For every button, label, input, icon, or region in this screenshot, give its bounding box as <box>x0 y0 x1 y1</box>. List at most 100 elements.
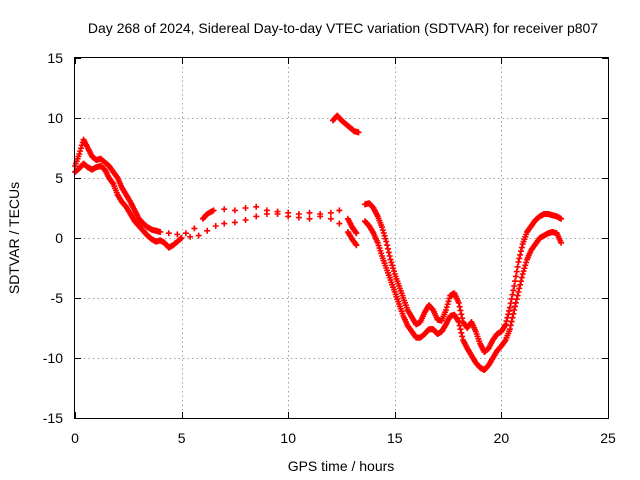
data-point <box>445 298 452 305</box>
data-point <box>385 249 392 256</box>
data-point <box>390 268 397 275</box>
data-point <box>157 229 164 235</box>
data-point <box>77 148 84 155</box>
data-point <box>77 145 84 152</box>
data-point <box>231 219 238 226</box>
series-0 <box>72 136 565 355</box>
data-point <box>380 229 387 236</box>
x-tick-label: 10 <box>280 430 296 446</box>
data-point <box>515 289 522 295</box>
data-point <box>512 299 519 306</box>
data-point <box>505 311 512 318</box>
data-point <box>518 248 525 255</box>
data-point <box>502 321 509 328</box>
y-tick-label: -15 <box>43 410 63 426</box>
data-point <box>518 274 525 281</box>
data-point <box>191 225 198 232</box>
data-point <box>353 242 360 249</box>
data-point <box>306 209 313 216</box>
data-point <box>518 244 525 251</box>
data-point <box>506 326 513 333</box>
data-point <box>336 207 343 214</box>
data-point <box>174 231 181 238</box>
data-point <box>519 271 526 277</box>
data-point <box>509 291 516 298</box>
data-point <box>386 253 393 259</box>
series-1 <box>72 160 565 373</box>
data-point <box>456 303 463 310</box>
data-point <box>503 318 510 325</box>
y-tick-label: 0 <box>55 230 63 246</box>
data-point <box>353 230 360 237</box>
data-point <box>513 296 520 303</box>
data-point <box>221 220 228 227</box>
tick-labels: 0 5 10 15 20 25 -15 -10 -5 0 5 10 15 <box>43 50 616 446</box>
data-point <box>459 333 466 340</box>
data-point <box>518 278 525 285</box>
data-point <box>231 207 238 214</box>
data-point <box>457 307 464 314</box>
data-point <box>317 213 324 220</box>
data-point <box>389 262 396 269</box>
data-point <box>187 233 194 240</box>
data-point <box>523 259 530 266</box>
data-point <box>204 227 211 234</box>
x-tick-label: 0 <box>71 430 79 446</box>
series-2 <box>329 112 362 136</box>
x-axis-label: GPS time / hours <box>288 458 395 474</box>
data-point <box>306 215 313 222</box>
data-point <box>508 318 515 325</box>
data-point <box>165 230 172 237</box>
x-tick-label: 15 <box>387 430 403 446</box>
data-point <box>456 322 463 329</box>
data-point <box>504 314 511 321</box>
data-point <box>516 255 523 262</box>
data-point <box>443 304 450 311</box>
y-tick-label: -5 <box>51 290 64 306</box>
data-point <box>507 300 514 307</box>
data-point <box>295 214 302 221</box>
data-point <box>210 207 217 214</box>
x-tick-label: 25 <box>600 430 616 446</box>
data-point <box>212 223 219 229</box>
data-point <box>506 307 513 314</box>
data-point <box>387 256 394 263</box>
data-point <box>444 301 451 308</box>
data-point <box>506 304 513 311</box>
data-point <box>274 211 281 217</box>
data-points <box>72 112 565 373</box>
y-tick-label: 10 <box>47 110 63 126</box>
data-point <box>285 213 292 220</box>
data-point <box>458 329 465 336</box>
x-tick-label: 5 <box>178 430 186 446</box>
data-point <box>327 209 334 216</box>
data-point <box>221 206 228 213</box>
data-point <box>457 326 464 333</box>
data-point <box>516 285 523 292</box>
data-point <box>327 215 334 222</box>
data-point <box>511 307 518 313</box>
data-point <box>388 259 395 266</box>
data-point <box>459 315 466 322</box>
data-point <box>379 227 386 234</box>
data-point <box>242 205 249 211</box>
data-point <box>510 287 517 294</box>
data-point <box>512 278 519 285</box>
data-point <box>558 239 565 246</box>
data-point <box>511 283 518 289</box>
data-point <box>512 273 519 280</box>
data-point <box>195 232 202 239</box>
data-point <box>509 314 516 321</box>
y-tick-label: 5 <box>55 170 63 186</box>
data-point <box>517 251 524 258</box>
data-point <box>382 235 389 242</box>
data-point <box>507 322 514 329</box>
data-point <box>253 213 260 220</box>
data-point <box>522 262 529 269</box>
data-point <box>446 295 453 302</box>
data-point <box>381 232 388 239</box>
data-point <box>520 268 527 275</box>
y-tick-label: 15 <box>47 50 63 66</box>
